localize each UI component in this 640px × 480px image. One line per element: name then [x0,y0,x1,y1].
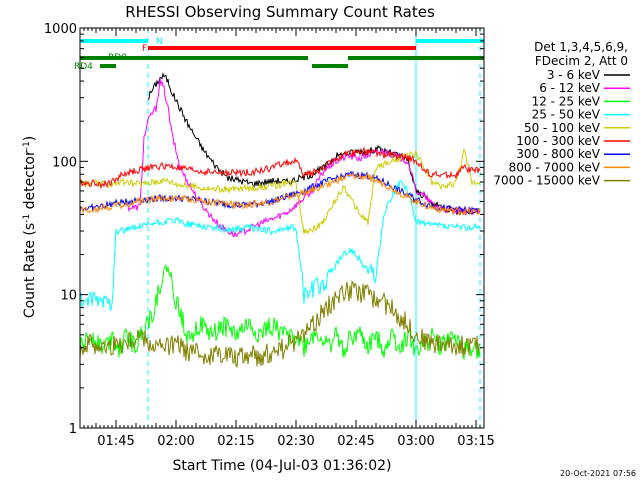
status-label-rd0: RD0 [108,53,127,63]
legend-header-line-1: Det 1,3,4,5,6,9, [534,40,628,54]
legend-label-0: 3 - 6 keV [547,68,601,82]
status-label-n: N [156,37,163,47]
series-group [80,71,481,368]
status-label-rd4: RD4 [74,62,93,72]
plot-frame [79,27,485,429]
y-axis-label: Count Rate (s-1 detector-1) [22,136,38,318]
series-line-5 [80,146,481,190]
legend-label-4: 50 - 100 keV [524,121,601,135]
series-line-3 [80,179,481,312]
x-tick-label: 02:15 [217,434,254,449]
series-line-7 [80,172,481,217]
legend: Det 1,3,4,5,6,9, FDecim 2, Att 0 3 - 6 k… [493,40,630,188]
legend-label-7: 800 - 7000 keV [509,160,601,174]
y-tick-label: 1 [69,422,77,437]
legend-label-8: 7000 - 15000 keV [493,174,600,188]
chart-title: RHESSI Observing Summary Count Rates [125,3,435,21]
series-line-1 [127,78,481,238]
series-line-2 [80,264,481,361]
status-label-f: F [142,44,147,54]
series-line-8 [80,280,481,368]
x-tick-label: 02:00 [157,434,194,449]
series-line-0 [147,71,481,216]
legend-label-6: 300 - 800 keV [516,147,600,161]
x-tick-label: 02:45 [337,434,374,449]
footer-timestamp: 20-Oct-2021 07:56 [560,469,636,478]
y-tick-label: 10 [60,289,77,304]
x-tick-label: 03:00 [397,434,434,449]
y-tick-label: 1000 [44,22,77,37]
y-tick-label: 100 [52,155,77,170]
x-tick-label: 02:30 [277,434,314,449]
plot-area: NF RD0 RD4 1 10 100 1000 01:45 02:00 02:15 02:30 02… [44,22,495,449]
x-tick-label: 03:15 [457,434,494,449]
legend-label-2: 12 - 25 keV [532,94,601,108]
legend-label-5: 100 - 300 keV [516,134,600,148]
legend-label-1: 6 - 12 keV [539,81,601,95]
series-line-6 [80,170,481,214]
legend-header-line-2: FDecim 2, Att 0 [535,54,628,68]
x-axis-label: Start Time (04-Jul-03 01:36:02) [172,458,391,474]
legend-label-3: 25 - 50 keV [532,108,601,122]
x-tick-label: 01:45 [97,434,134,449]
